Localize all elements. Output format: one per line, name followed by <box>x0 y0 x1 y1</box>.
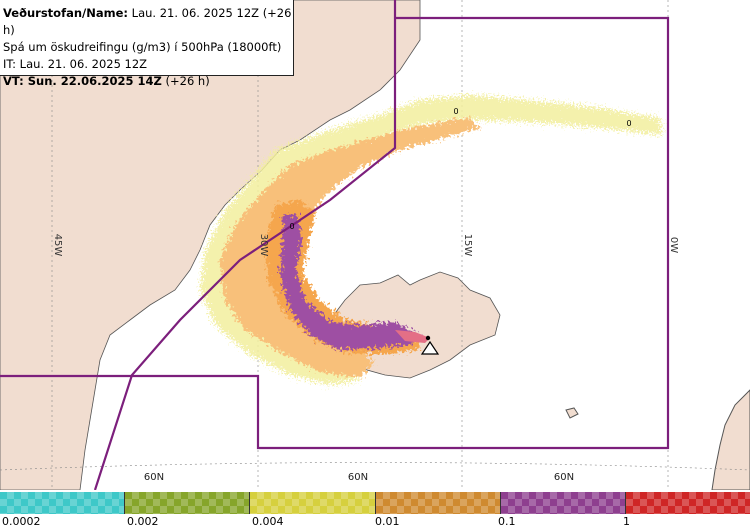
legend-tick-label: 0.004 <box>252 515 284 528</box>
legend-tick-label: 0.01 <box>375 515 400 528</box>
info-line-name: Veðurstofan/Name: Lau. 21. 06. 2025 12Z … <box>3 5 293 39</box>
contour-labels: 0 0 0 <box>289 107 631 231</box>
triangle-icon <box>420 335 440 355</box>
info-valid-label: VT: Sun. 22.06.2025 14Z <box>3 74 162 88</box>
flight-region-boundaries <box>0 0 670 490</box>
info-name-label: Veðurstofan/Name: <box>3 6 128 20</box>
faroe-islands <box>565 407 579 419</box>
legend-swatch <box>625 492 750 514</box>
info-line-valid-time: VT: Sun. 22.06.2025 14Z (+26 h) <box>3 73 293 90</box>
info-line-issue-time: IT: Lau. 21. 06. 2025 12Z <box>3 57 148 71</box>
ash-plume <box>200 95 662 385</box>
legend-tick-label: 0.1 <box>498 515 516 528</box>
longitude-label: 0W <box>668 237 679 253</box>
forecast-info-box: Veðurstofan/Name: Lau. 21. 06. 2025 12Z … <box>0 0 294 88</box>
info-valid-value: (+26 h) <box>165 74 210 88</box>
legend-color-bar <box>0 492 750 514</box>
legend-tick-label: 1 <box>623 515 630 528</box>
legend-swatch <box>250 492 376 514</box>
longitude-labels: 45W 30W 15W 0W <box>52 234 679 257</box>
latitude-label: 60N <box>554 472 574 483</box>
contour-label: 0 <box>626 119 631 128</box>
legend-swatch <box>375 492 501 514</box>
legend-tick-label: 0.002 <box>127 515 159 528</box>
legend-swatch <box>0 492 126 514</box>
latitude-label: 60N <box>144 472 164 483</box>
latitude-labels: 60N 60N 60N <box>144 472 574 483</box>
info-line-forecast: Spá um öskudreifingu (g/m3) í 500hPa (18… <box>3 40 282 54</box>
contour-label: 0 <box>289 222 294 231</box>
greenland-land <box>0 0 421 490</box>
longitude-label: 30W <box>258 234 269 257</box>
concentration-legend: 0.0002 0.002 0.004 0.01 0.1 1 <box>0 490 750 532</box>
legend-swatch <box>125 492 251 514</box>
scandinavia-land <box>711 389 750 490</box>
legend-swatch <box>500 492 626 514</box>
map-canvas: 45W 30W 15W 0W 60N 60N 60N 0 0 0 <box>0 0 750 490</box>
latitude-label: 60N <box>348 472 368 483</box>
contour-label: 0 <box>453 107 458 116</box>
longitude-label: 15W <box>462 234 473 257</box>
legend-tick-label: 0.0002 <box>2 515 41 528</box>
longitude-label: 45W <box>52 234 63 257</box>
info-name-value: Lau. 21. 06. 2025 12Z (+26 h) <box>3 6 292 37</box>
